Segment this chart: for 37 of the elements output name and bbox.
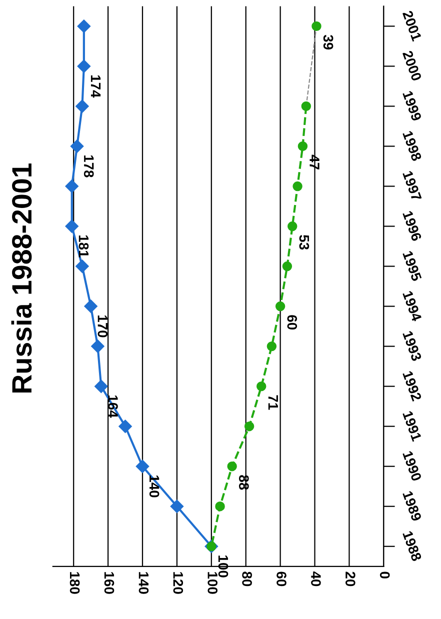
- y-tick-label: 1996: [402, 210, 422, 242]
- x-tick-label: 80: [242, 572, 252, 586]
- y-tick-label: 1992: [402, 370, 422, 402]
- x-tick-label: 100: [208, 572, 218, 594]
- y-tick-label: 1995: [402, 250, 422, 282]
- x-tick-label: 40: [311, 571, 321, 586]
- y-tick-label: 1988: [402, 530, 422, 562]
- x-tick-label: 160: [104, 572, 114, 594]
- x-tick-label: 0: [380, 572, 390, 578]
- y-tick-label: 2000: [402, 50, 422, 82]
- x-tick-label: 20: [345, 572, 356, 586]
- y-tick-label: 1990: [402, 450, 422, 482]
- y-tick-label: 1999: [402, 90, 422, 122]
- y-tick-label: 1989: [402, 490, 422, 522]
- data-label: 39: [323, 34, 334, 50]
- data-label: 88: [238, 475, 249, 490]
- data-label: 174: [90, 75, 101, 98]
- y-tick-label: 2001: [402, 10, 422, 42]
- y-tick-label: 1993: [402, 330, 422, 362]
- data-label: 53: [299, 235, 310, 250]
- y-tick-label: 1994: [402, 290, 422, 322]
- data-label: 47: [310, 154, 320, 170]
- data-label: 71: [268, 395, 278, 410]
- y-tick-label: 1991: [402, 410, 422, 442]
- x-tick-label: 60: [276, 572, 286, 586]
- x-tick-label: 120: [173, 572, 184, 594]
- x-tick-label: 180: [70, 572, 80, 594]
- data-label: 170: [98, 316, 108, 338]
- y-tick-label: 1997: [402, 170, 422, 202]
- y-tick-label: 1998: [402, 130, 422, 162]
- data-label: 181: [78, 235, 89, 258]
- data-label: 60: [287, 315, 298, 330]
- data-label: 164: [108, 396, 118, 418]
- data-label: 140: [149, 476, 160, 498]
- data-label: 178: [84, 155, 94, 178]
- x-tick-label: 140: [138, 572, 149, 594]
- text: Russia 1988-2001: [11, 163, 32, 393]
